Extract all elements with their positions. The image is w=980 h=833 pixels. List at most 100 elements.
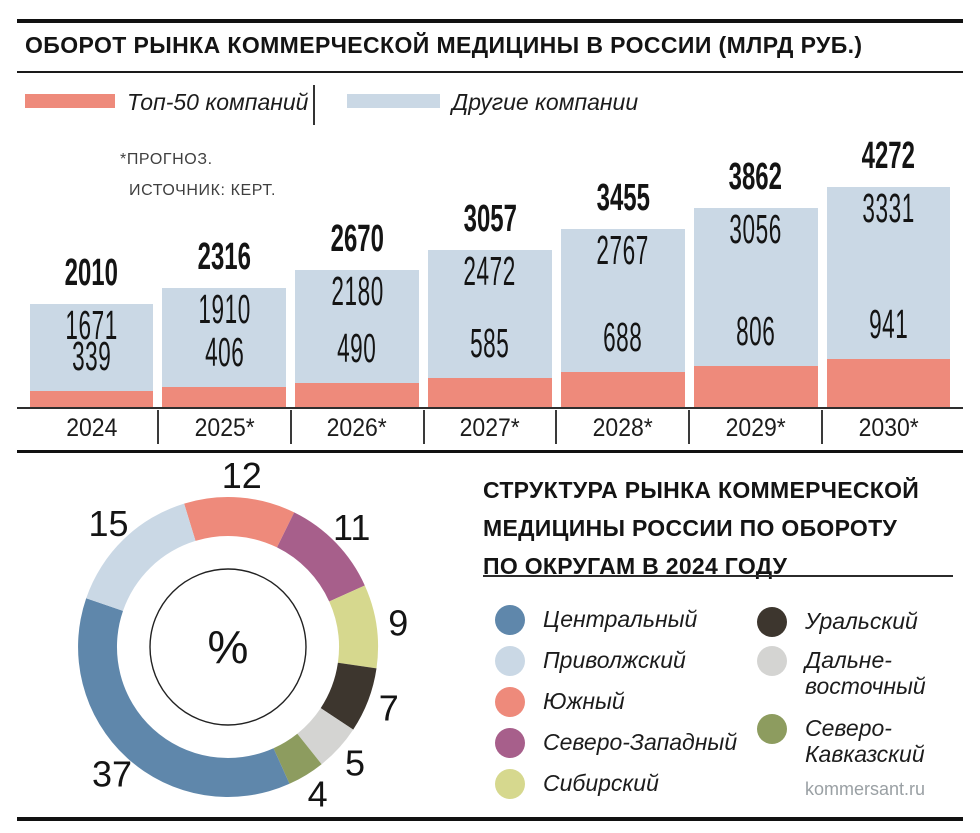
bar-group-2025: 2316 1910 406 [162,130,287,408]
x-axis-label: 2030* [858,414,919,442]
legend-color-dot [495,728,525,758]
legend-label: Центральный [543,606,698,632]
legend-label: Северо-Западный [543,729,738,755]
legend-swatch-others [347,94,440,108]
bar-group-2030: 4272 3331 941 [826,130,951,408]
bar-top50-label: 490 [337,324,377,371]
legend-item: Дальне- восточный [757,646,967,699]
donut-value-label: 12 [222,455,262,496]
bar-segment-top50 [162,387,287,408]
legend-label: Приволжский [543,647,686,673]
legend-divider [313,85,315,125]
bar-top50-label: 941 [868,301,909,348]
bar-segment-others [162,288,287,387]
bar-chart-plot: 2010 1671 339 2316 1910 406 2670 2180 490 3057 247… [25,130,955,408]
source-watermark: kommersant.ru [805,779,926,799]
bar-segment-top50 [295,382,420,408]
bar-total-label: 3862 [729,156,783,199]
legend-color-dot [495,605,525,635]
bar-top50-label: 339 [71,332,112,379]
donut-value-label: 11 [333,507,370,548]
legend-color-dot [757,714,787,744]
legend-label: Южный [543,688,625,714]
bar-segment-others [29,304,154,391]
donut-value-label: 9 [388,603,408,644]
x-axis-divider [821,410,824,444]
bar-segment-top50 [693,366,818,408]
x-axis-label: 2029* [725,414,786,442]
donut-slice [277,512,365,602]
legend-label-top50: Топ-50 компаний [127,89,309,115]
legend-label: Сибирский [543,770,659,796]
legend-label: Дальне- восточный [805,647,926,699]
bar-segment-others [826,187,951,360]
bar-segment-others [295,269,420,383]
legend-item: Центральный [495,605,757,635]
legend-label-others: Другие компании [452,89,639,115]
bar-others-label: 2180 [330,267,384,314]
x-axis-labels: 2024 2025* 2026* 2027* 2028* 2029* 2030* [25,409,955,445]
bar-segment-others [693,208,818,367]
bar-total-label: 2010 [64,252,119,294]
donut-slice [78,598,290,797]
legend-item: Сибирский [495,769,757,799]
donut-legend-left-column: Центральный Приволжский Южный Северо-Западн… [495,590,757,810]
legend-swatch-top50 [25,94,115,108]
legend-color-dot [495,687,525,717]
bar-segment-top50 [826,359,951,408]
bar-others-label: 2472 [463,247,517,294]
donut-chart: 12 11 9 754 37 15% [78,455,408,814]
donut-value-label: 15 [88,503,128,544]
bar-segment-top50 [428,377,552,408]
bar-total-label: 3455 [596,177,650,220]
legend-color-dot [495,769,525,799]
legend-color-dot [495,646,525,676]
donut-value-label: 37 [92,754,132,795]
donut-slice [86,503,196,611]
bar-segment-top50 [29,390,154,408]
bar-total-label: 2670 [330,217,384,260]
legend-color-dot [757,607,787,637]
bar-top50-label: 406 [204,329,244,375]
legend-color-dot [757,646,787,676]
x-axis-label: 2027* [459,414,521,442]
bar-top50-label: 688 [603,314,643,361]
donut-slice [273,733,322,784]
bar-segment-others [428,249,552,378]
donut-value-label: 4 [308,773,328,814]
legend-item: Южный [495,687,757,717]
bar-others-label: 3331 [862,185,915,231]
x-axis-label: 2026* [327,414,388,442]
x-axis-divider [555,410,558,444]
source-note: ИСТОЧНИК: КЕРТ. [129,182,276,199]
donut-chart-title: СТРУКТУРА РЫНКА КОММЕРЧЕСКОЙ МЕДИЦИНЫ РО… [483,477,920,579]
bottom-rule [17,817,963,821]
legend-label: Северо- Кавказский [805,715,925,767]
bar-segment-others [560,229,685,373]
bar-group-2029: 3862 3056 806 [693,130,818,408]
donut-title-rule [483,575,953,577]
x-axis-label: 2028* [592,414,653,442]
donut-center-label: % [208,621,249,673]
donut-slice [329,585,379,669]
x-axis-divider [156,410,159,444]
bar-group-2028: 3455 2767 688 [560,130,685,408]
title-underline [17,71,963,73]
bar-others-label: 2767 [596,227,650,274]
donut-slice [320,662,377,730]
bar-group-2026: 2670 2180 490 [295,130,420,408]
donut-slice [184,497,295,548]
legend-item: Северо-Западный [495,728,757,758]
bar-total-label: 3057 [463,197,517,240]
x-axis-divider [688,410,691,444]
bar-total-label: 2316 [197,236,251,279]
donut-value-label: 7 [379,688,399,729]
donut-value-label: 5 [345,743,365,784]
legend-item: Северо- Кавказский [757,714,967,767]
x-axis-divider [289,410,292,444]
bar-top50-label: 585 [470,319,510,366]
x-axis-line [17,407,963,409]
x-axis-label: 2024 [65,414,118,442]
forecast-note: *ПРОГНОЗ. [120,151,213,168]
